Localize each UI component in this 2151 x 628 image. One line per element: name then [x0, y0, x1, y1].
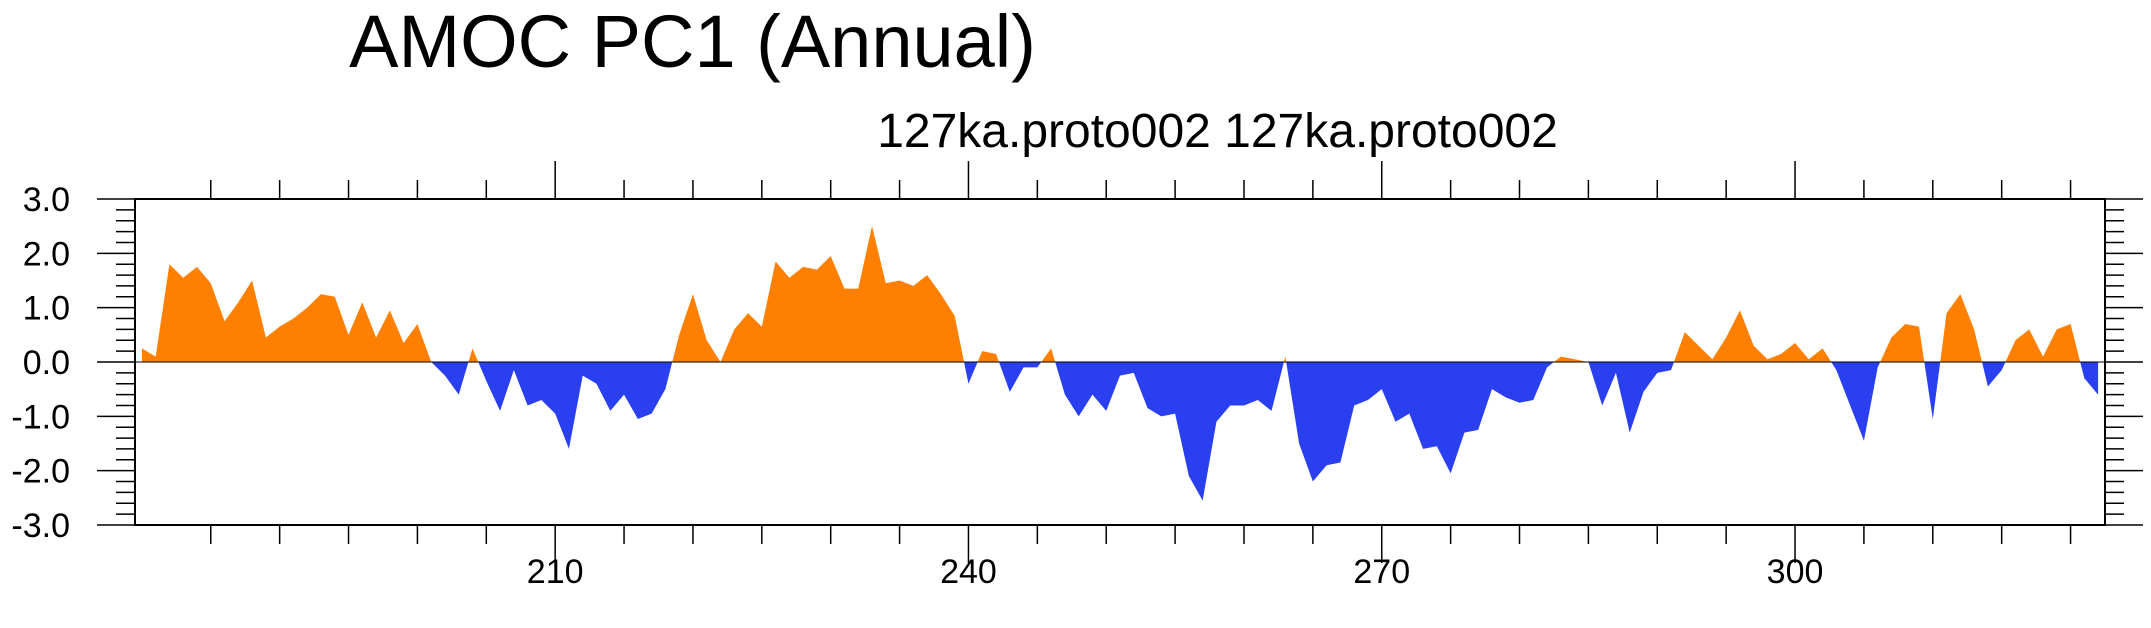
tick-labels: 210 240 270 300 -3.0 -2.0 -1.0 0.0 1.0 2.0 3.0: [11, 181, 1823, 591]
area-layer: [135, 226, 2105, 501]
y-tick-label: 3.0: [23, 181, 70, 219]
negative-area: [141, 362, 2099, 501]
chart-title: AMOC PC1 (Annual): [349, 0, 1036, 83]
x-tick-label: 270: [1353, 553, 1410, 591]
plot-frame: [134, 198, 2106, 526]
y-tick-label: -3.0: [11, 507, 70, 545]
y-tick-label: 2.0: [23, 235, 70, 273]
x-tick-label: 240: [940, 553, 997, 591]
positive-area: [141, 226, 2099, 362]
y-tick-label: -1.0: [11, 398, 70, 436]
chart-subtitle: 127ka.proto002 127ka.proto002: [877, 105, 1558, 158]
x-tick-label: 210: [527, 553, 584, 591]
y-tick-label: 1.0: [23, 290, 70, 328]
tick-layer: [97, 161, 2143, 563]
y-tick-label: -2.0: [11, 453, 70, 491]
y-tick-label: 0.0: [23, 344, 70, 382]
x-tick-label: 300: [1767, 553, 1824, 591]
